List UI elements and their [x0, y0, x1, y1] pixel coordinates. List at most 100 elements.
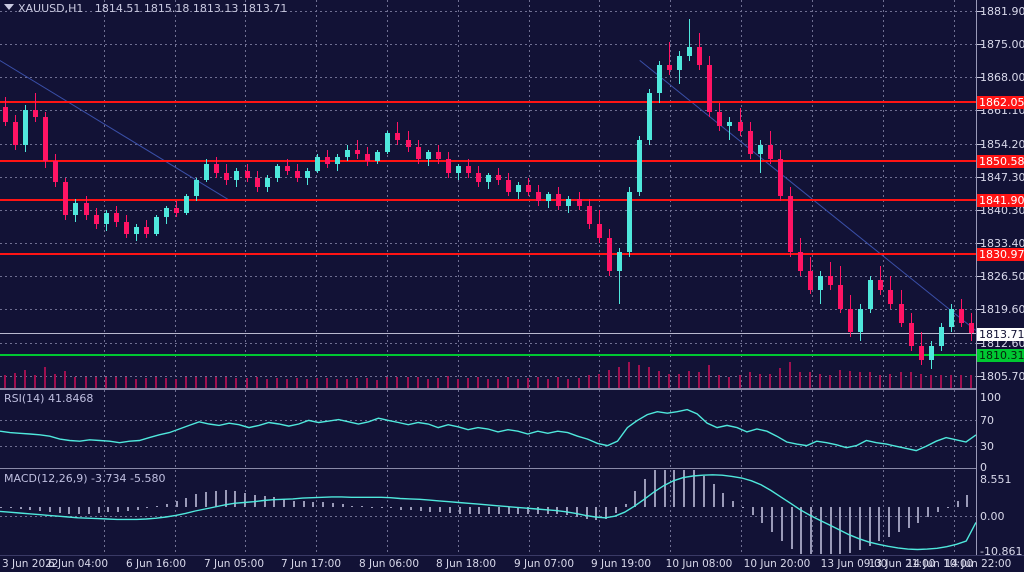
price-tag-red[interactable]: 1862.05 — [977, 96, 1024, 109]
gridline-vertical — [599, 390, 600, 468]
candle-body — [416, 147, 421, 159]
candle-body — [888, 289, 893, 304]
volume-bar — [497, 378, 499, 388]
volume-bar — [24, 369, 26, 388]
macd-histogram-bar — [546, 507, 549, 515]
candle-body — [345, 149, 350, 157]
macd-histogram-bar — [888, 507, 891, 537]
candle-body — [375, 151, 380, 162]
volume-bar — [85, 376, 87, 388]
candle-body — [124, 222, 129, 234]
macd-histogram-bar — [751, 507, 754, 516]
macd-histogram-bar — [819, 507, 822, 554]
macd-histogram-bar — [29, 507, 32, 511]
volume-bar — [376, 379, 378, 388]
price-chart-panel[interactable] — [0, 0, 976, 388]
time-axis-label: 9 Jun 07:00 — [513, 558, 575, 570]
candle-body — [959, 308, 964, 323]
candle-body — [556, 194, 561, 206]
time-axis-label: 14 Jun 22:00 — [944, 558, 1012, 570]
gridline-vertical — [104, 0, 105, 388]
price-axis-tick — [977, 144, 983, 145]
gridline-vertical — [670, 470, 671, 554]
gridline-vertical — [104, 470, 105, 554]
candle-body — [939, 327, 944, 346]
price-tag-green[interactable]: 1810.31 — [977, 349, 1024, 362]
price-tag-red[interactable]: 1850.58 — [977, 155, 1024, 168]
candle-body — [597, 224, 602, 239]
volume-bar — [54, 373, 56, 388]
macd-axis-label: -10.861 — [980, 545, 1023, 558]
volume-bar — [889, 373, 891, 388]
time-axis-label: 10 Jun 08:00 — [665, 558, 733, 570]
candle-body — [486, 175, 491, 183]
candle-body — [265, 177, 270, 187]
macd-histogram-bar — [117, 507, 120, 512]
candle-body — [707, 65, 712, 113]
candle-wick — [669, 42, 670, 75]
volume-bar — [34, 375, 36, 388]
candle-body — [194, 179, 199, 197]
volume-bar — [447, 376, 449, 388]
level-line-red — [0, 199, 976, 201]
volume-bar — [64, 370, 66, 388]
price-axis-label: 1881.90 — [980, 5, 1024, 18]
volume-bar — [437, 378, 439, 388]
volume-bar — [598, 373, 600, 388]
price-tag-white[interactable]: 1813.71 — [977, 328, 1024, 341]
time-axis-label: 10 Jun 20:00 — [743, 558, 811, 570]
volume-bar — [135, 378, 137, 388]
gridline-vertical — [175, 470, 176, 554]
gridline-horizontal — [0, 309, 976, 310]
volume-bar — [728, 376, 730, 388]
macd-histogram-bar — [9, 507, 12, 509]
rsi-panel[interactable] — [0, 390, 976, 468]
candle-body — [878, 280, 883, 290]
gridline-vertical — [458, 470, 459, 554]
candle-body — [63, 182, 68, 216]
candle-wick — [619, 247, 620, 304]
volume-bar — [417, 376, 419, 388]
macd-histogram-bar — [761, 507, 764, 524]
time-axis[interactable]: 3 Jun 2022 6 Jun 04:00 6 Jun 16:00 7 Jun 05… — [0, 556, 1024, 572]
gridline-horizontal — [0, 44, 976, 45]
price-axis-tick — [977, 177, 983, 178]
macd-zero-line — [0, 516, 976, 517]
chevron-down-icon[interactable] — [4, 4, 14, 10]
candle-body — [969, 322, 974, 334]
price-tag-red[interactable]: 1841.90 — [977, 194, 1024, 207]
macd-histogram-bar — [205, 492, 207, 508]
gridline-vertical — [954, 0, 955, 388]
ohlc-values: 1814.51 1815.18 1813.13 1813.71 — [94, 2, 288, 15]
candle-body — [748, 130, 753, 155]
macd-histogram-bar — [429, 507, 432, 512]
candle-body — [727, 121, 732, 127]
price-tag-red[interactable]: 1830.97 — [977, 248, 1024, 261]
volume-bar — [517, 378, 519, 388]
price-axis[interactable]: 1881.90 1875.00 1868.00 1861.10 1854.20 1847.… — [976, 0, 1024, 556]
macd-histogram-bar — [683, 470, 686, 508]
gridline-vertical — [529, 390, 530, 468]
time-axis-label: 7 Jun 05:00 — [203, 558, 265, 570]
macd-panel[interactable] — [0, 470, 976, 554]
volume-bar — [960, 375, 962, 388]
candle-body — [315, 156, 320, 171]
candle-body — [144, 226, 149, 234]
macd-histogram-bar — [575, 507, 578, 517]
price-axis-tick — [977, 110, 983, 111]
time-axis-divider — [0, 555, 1024, 556]
volume-bar — [839, 369, 841, 388]
time-axis-label: 13 Jun 09:00 — [820, 558, 888, 570]
candle-body — [627, 191, 632, 253]
volume-bar — [4, 375, 6, 388]
time-axis-label: 13 Jun 21:00 — [868, 558, 936, 570]
candle-body — [798, 252, 803, 272]
rsi-panel-divider — [0, 468, 976, 469]
rsi-axis-label: 100 — [980, 391, 1001, 404]
candle-wick — [397, 121, 398, 145]
candle-body — [73, 203, 78, 216]
gridline-vertical — [387, 0, 388, 388]
macd-histogram-bar — [702, 476, 705, 508]
volume-bar — [306, 378, 308, 388]
macd-histogram-bar — [800, 507, 803, 554]
